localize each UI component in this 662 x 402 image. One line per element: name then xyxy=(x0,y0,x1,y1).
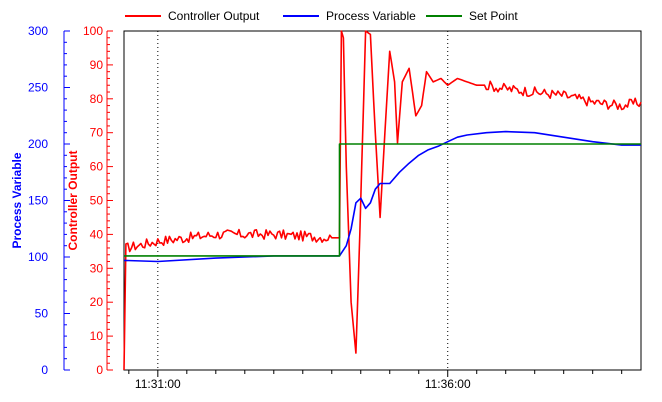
time-axis: 11:31:00 11:36:00 xyxy=(128,370,623,391)
series-line xyxy=(123,30,642,371)
y-tick-label: 150 xyxy=(28,194,48,208)
y-tick-label: 90 xyxy=(90,58,104,72)
y-axis-title: Controller Output xyxy=(66,151,80,251)
y-tick-label: 100 xyxy=(83,24,103,38)
plot-area-frame xyxy=(123,30,642,371)
legend: Controller Output Process Variable Set Poi… xyxy=(125,9,518,23)
y-tick-label: 60 xyxy=(90,160,104,174)
y-tick-label: 80 xyxy=(90,92,104,106)
legend-label: Process Variable xyxy=(326,9,416,23)
y-axis-title: Process Variable xyxy=(10,152,24,248)
y-tick-label: 50 xyxy=(35,307,49,321)
series-line xyxy=(124,143,641,257)
process-variable-axis: 0 50 100 150 200 250 300 Process Variable xyxy=(10,24,70,377)
y-tick-label: 40 xyxy=(90,227,104,241)
legend-label: Set Point xyxy=(469,9,518,23)
x-tick-label: 11:31:00 xyxy=(135,377,181,391)
y-tick-label: 250 xyxy=(28,81,48,95)
y-tick-label: 100 xyxy=(28,250,48,264)
y-tick-label: 30 xyxy=(90,261,104,275)
y-tick-label: 0 xyxy=(96,363,103,377)
x-tick-label: 11:36:00 xyxy=(425,377,471,391)
y-tick-label: 0 xyxy=(41,363,48,377)
y-tick-label: 200 xyxy=(28,137,48,151)
controller-output-axis: 0 10 20 30 40 50 60 70 80 90 100 Controller Output xyxy=(66,24,113,377)
y-tick-label: 50 xyxy=(90,194,104,208)
y-tick-label: 10 xyxy=(90,329,104,343)
x-gridlines xyxy=(157,31,449,370)
legend-label: Controller Output xyxy=(168,9,260,23)
y-tick-label: 20 xyxy=(90,295,104,309)
series-layer xyxy=(123,30,642,371)
y-tick-label: 300 xyxy=(28,24,48,38)
y-tick-label: 70 xyxy=(90,126,104,140)
